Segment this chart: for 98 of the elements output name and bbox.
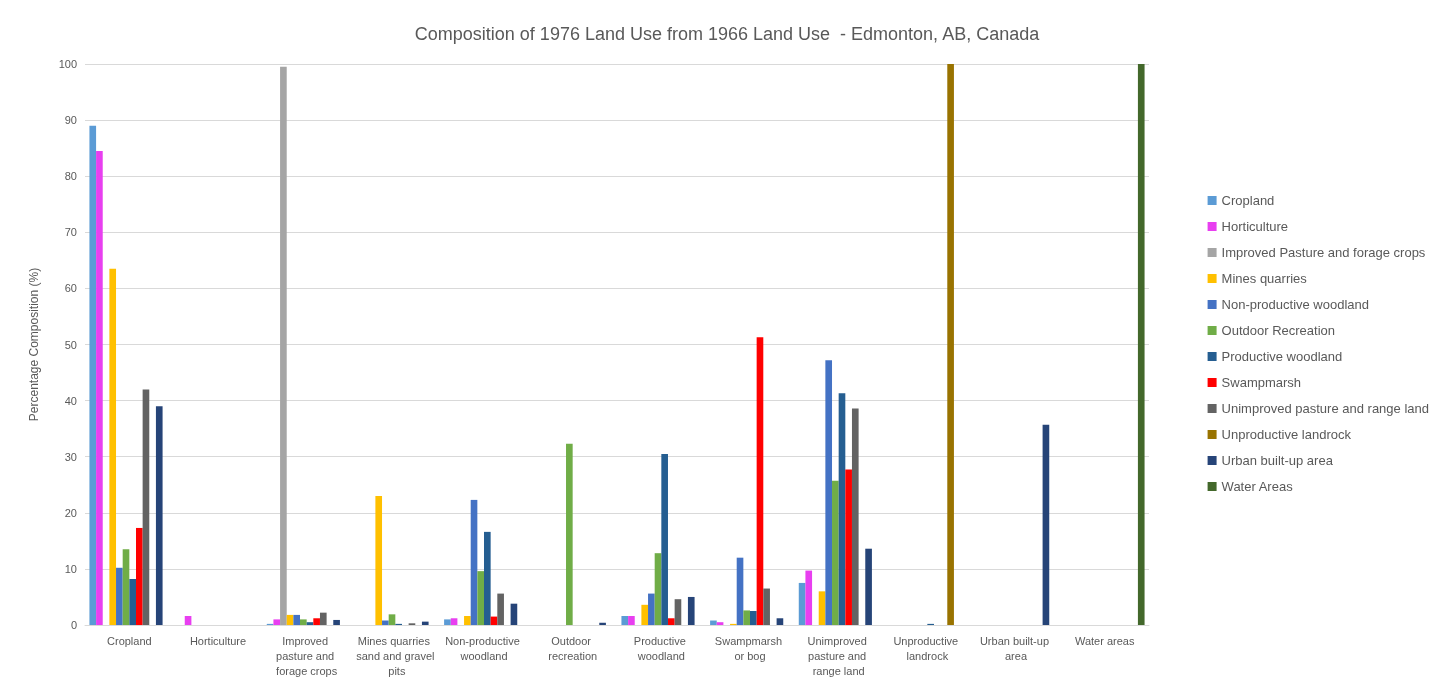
bar — [648, 593, 655, 625]
bar — [750, 610, 757, 625]
bar — [122, 549, 130, 625]
bar — [142, 389, 150, 625]
bar — [798, 582, 806, 625]
bar — [116, 567, 123, 625]
bar — [736, 557, 744, 625]
y-tick-label: 0 — [70, 619, 77, 631]
bar — [947, 64, 954, 625]
x-tick-label: Unproductive landrock — [893, 634, 962, 662]
x-tick-label: Urban built-up area — [979, 634, 1053, 662]
x-tick-label: Improved pasture and forage crops — [276, 634, 338, 677]
x-tick-label: Outdoor recreation — [548, 634, 598, 662]
bar — [464, 616, 471, 625]
bar — [667, 618, 675, 625]
y-tick-label: 80 — [64, 170, 77, 183]
chart-title: Composition of 1976 Land Use from 1966 Land Use - Edmonton, AB, Canada — [414, 24, 1041, 44]
bar — [1042, 424, 1050, 625]
bar — [450, 618, 458, 625]
bar — [477, 571, 484, 625]
bar — [184, 616, 192, 625]
bar — [654, 553, 662, 625]
bar — [763, 588, 770, 625]
legend-label: Unproductive landrock — [1221, 427, 1352, 442]
bar — [661, 453, 668, 625]
x-tick-label: Productive woodland — [633, 634, 689, 662]
bar — [743, 610, 750, 625]
bar — [776, 618, 784, 625]
bar — [1137, 64, 1145, 625]
bar — [375, 495, 383, 625]
legend-label: Unimproved pasture and range land — [1221, 401, 1430, 416]
bar — [300, 619, 307, 625]
bar — [319, 612, 327, 625]
y-tick-label: 50 — [64, 338, 77, 351]
bar — [497, 593, 504, 625]
bar — [333, 619, 340, 625]
bar — [621, 616, 629, 625]
legend-label: Water Areas — [1221, 479, 1294, 494]
bar — [388, 614, 396, 625]
x-tick-label: Horticulture — [189, 634, 247, 647]
y-tick-label: 60 — [64, 282, 77, 295]
bar — [484, 531, 491, 625]
bar — [628, 616, 635, 625]
bar — [286, 614, 294, 625]
bar — [710, 620, 717, 625]
legend-label: Cropland — [1221, 193, 1275, 208]
bar — [566, 443, 573, 625]
bar — [674, 599, 682, 625]
bar — [599, 622, 606, 625]
bar — [155, 406, 163, 625]
bar — [306, 622, 314, 625]
bar — [470, 499, 478, 625]
bar — [444, 619, 451, 625]
y-tick-label: 10 — [64, 562, 77, 575]
y-tick-label: 20 — [64, 506, 77, 519]
bar — [129, 579, 136, 625]
x-tick-label: Water areas — [1074, 634, 1135, 647]
y-tick-label: 90 — [64, 114, 77, 127]
y-tick-label: 40 — [64, 394, 77, 407]
legend-label: Urban built-up area — [1221, 453, 1334, 468]
bar — [845, 469, 852, 625]
legend-label: Improved Pasture and forage crops — [1221, 245, 1426, 260]
bar — [273, 619, 281, 625]
bar — [109, 268, 117, 625]
bar — [818, 591, 826, 625]
bar — [641, 604, 649, 625]
x-tick-label: Swampmarsh or bog — [714, 634, 786, 662]
bar — [832, 480, 839, 625]
bar — [756, 337, 764, 625]
bar — [96, 150, 103, 625]
x-tick-label: Cropland — [107, 634, 152, 647]
bar — [865, 548, 872, 625]
bar — [382, 620, 389, 625]
y-axis-title: Percentage Composition (%) — [27, 267, 41, 422]
bar — [805, 570, 813, 625]
legend-label: Non-productive woodland — [1221, 297, 1370, 312]
bar — [687, 596, 695, 625]
y-tick-label: 30 — [64, 450, 77, 463]
x-tick-label: Mines quarries sand and gravel pits — [356, 634, 435, 677]
legend-label: Outdoor Recreation — [1221, 323, 1336, 338]
legend-label: Productive woodland — [1221, 349, 1343, 364]
legend-label: Mines quarries — [1221, 271, 1308, 286]
bar — [716, 622, 724, 625]
bar — [280, 66, 287, 625]
y-tick-label: 70 — [64, 226, 77, 239]
x-tick-label: Unimproved pasture and range land — [807, 634, 870, 677]
legend-label: Swampmarsh — [1221, 375, 1302, 390]
y-tick-label: 100 — [58, 58, 77, 70]
bar — [293, 614, 301, 625]
bar — [313, 618, 320, 625]
bar — [135, 527, 143, 625]
bar — [838, 393, 846, 625]
bar — [825, 360, 833, 625]
bar — [851, 408, 859, 625]
legend-label: Horticulture — [1221, 219, 1289, 234]
bar — [421, 621, 429, 625]
bar — [89, 125, 97, 625]
x-tick-label: Non-productive woodland — [445, 634, 523, 662]
